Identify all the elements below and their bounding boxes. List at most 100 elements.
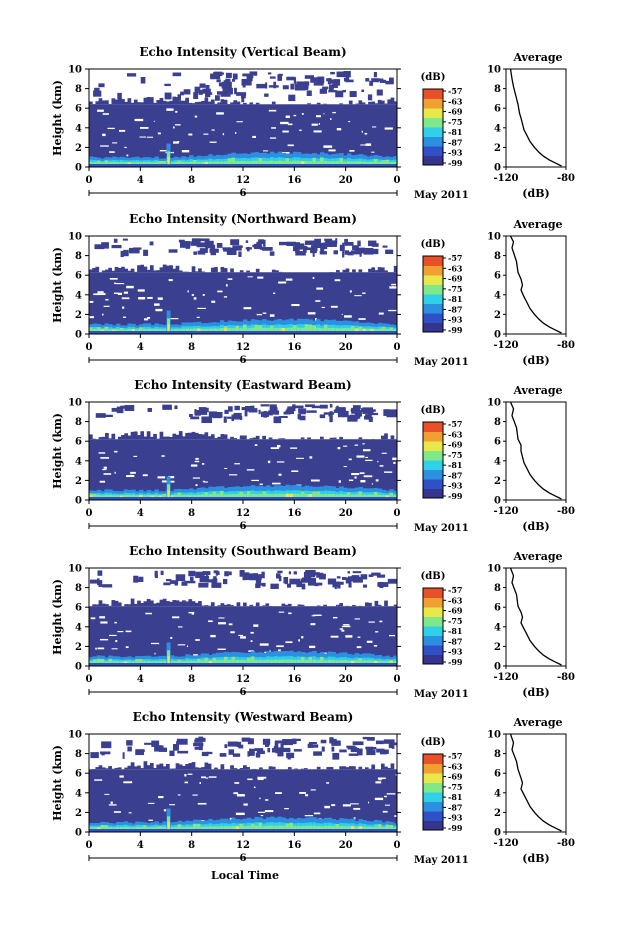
upper-echo-cell — [254, 748, 264, 752]
low-echo-cell — [158, 661, 163, 664]
upper-echo-cell — [210, 249, 217, 256]
gap-cell — [378, 312, 384, 315]
upper-echo-cell — [280, 743, 284, 749]
low-echo-cell — [289, 659, 294, 664]
gap-cell — [358, 318, 366, 320]
colorbar-segment — [423, 441, 443, 451]
echo-edge-cell — [204, 432, 209, 440]
upper-echo-cell — [143, 249, 149, 256]
low-echo-cell — [343, 660, 348, 664]
upper-echo-cell — [228, 571, 232, 576]
echo-edge-cell — [127, 765, 132, 770]
echo-edge-cell — [175, 434, 180, 440]
echo-edge-cell — [178, 270, 183, 273]
gap-cell — [337, 447, 341, 450]
echo-edge-cell — [220, 434, 225, 440]
upper-echo-cell — [345, 74, 350, 81]
profile-line — [509, 733, 562, 832]
y-tick-label: 6 — [75, 603, 82, 614]
gap-cell — [211, 129, 215, 131]
gap-cell — [323, 113, 325, 115]
upper-echo-cell — [310, 77, 319, 83]
upper-echo-cell — [355, 410, 362, 413]
upper-echo-cell — [234, 87, 237, 95]
echo-edge-cell — [169, 601, 173, 607]
upper-echo-cell — [367, 94, 373, 101]
gap-cell — [351, 472, 360, 476]
gap-cell — [333, 616, 338, 619]
gap-cell — [161, 480, 169, 483]
gap-cell — [336, 127, 342, 131]
profile-title: Average — [512, 218, 562, 231]
upper-echo-cell — [311, 405, 322, 409]
upper-echo-cell — [312, 582, 323, 586]
low-echo-cell — [385, 660, 390, 664]
upper-echo-cell — [382, 245, 388, 248]
upper-echo-cell — [305, 404, 315, 408]
profile-y-tick-label: 6 — [494, 437, 501, 448]
colorbar-tick-label: -87 — [448, 304, 462, 314]
low-echo-cell — [362, 494, 367, 498]
upper-echo-cell — [284, 581, 288, 585]
echo-edge-cell — [380, 435, 385, 440]
echo-edge-cell — [210, 267, 215, 273]
colorbar-segment — [423, 108, 443, 118]
upper-echo-cell — [181, 581, 188, 586]
echo-edge-cell — [105, 432, 109, 440]
gap-cell — [130, 781, 133, 783]
x-tick-label: 0 — [86, 508, 93, 519]
low-echo-cell — [243, 327, 248, 332]
echo-edge-cell — [204, 605, 209, 607]
low-echo-cell — [239, 161, 244, 165]
profile-y-tick-label: 4 — [494, 788, 501, 799]
upper-echo-cell — [359, 250, 362, 257]
upper-echo-cell — [104, 414, 113, 418]
gap-cell — [115, 639, 118, 643]
upper-echo-cell — [375, 740, 384, 745]
upper-echo-cell — [193, 742, 204, 747]
upper-echo-cell — [342, 576, 347, 580]
upper-echo-cell — [385, 80, 394, 85]
echo-edge-cell — [127, 604, 132, 607]
low-echo-cell — [281, 490, 286, 498]
echo-edge-cell — [178, 601, 183, 607]
profile-y-tick-label: 4 — [494, 622, 501, 633]
low-echo-cell — [139, 495, 144, 498]
low-echo-cell — [354, 660, 360, 664]
low-echo-cell — [100, 162, 105, 165]
upper-echo-cell — [299, 415, 306, 421]
low-echo-cell — [277, 825, 283, 830]
low-echo-cell — [108, 494, 113, 498]
echo-edge-cell — [358, 100, 363, 105]
gap-cell — [350, 803, 359, 805]
echo-edge-cell — [393, 265, 398, 273]
gap-cell — [201, 776, 206, 779]
low-echo-cell — [104, 494, 109, 498]
low-echo-cell — [293, 160, 298, 165]
upper-echo-cell — [256, 750, 265, 755]
gap-cell — [193, 654, 199, 657]
echo-edge-cell — [223, 268, 228, 273]
y-tick-label: 8 — [75, 417, 82, 428]
gap-cell — [108, 804, 117, 806]
echo-edge-cell — [89, 269, 93, 273]
low-echo-cell — [289, 493, 294, 498]
upper-echo-cell — [226, 416, 235, 419]
gap-cell — [269, 137, 277, 139]
gap-cell — [384, 471, 393, 473]
echo-edge-cell — [217, 102, 222, 105]
gap-cell — [114, 471, 116, 474]
gap-cell — [228, 623, 233, 626]
profile-x-tick-label: -80 — [557, 506, 575, 517]
x-tick-label: 0 — [86, 175, 93, 186]
low-echo-cell — [350, 328, 356, 332]
low-echo-cell — [192, 162, 198, 165]
low-echo-cell — [277, 160, 283, 165]
low-echo-cell — [273, 160, 279, 165]
upper-echo-cell — [376, 748, 385, 753]
gap-cell — [147, 802, 155, 804]
gap-cell — [316, 115, 321, 118]
low-echo-cell — [127, 162, 132, 165]
upper-echo-cell — [149, 241, 154, 246]
low-echo-cell — [169, 162, 175, 165]
